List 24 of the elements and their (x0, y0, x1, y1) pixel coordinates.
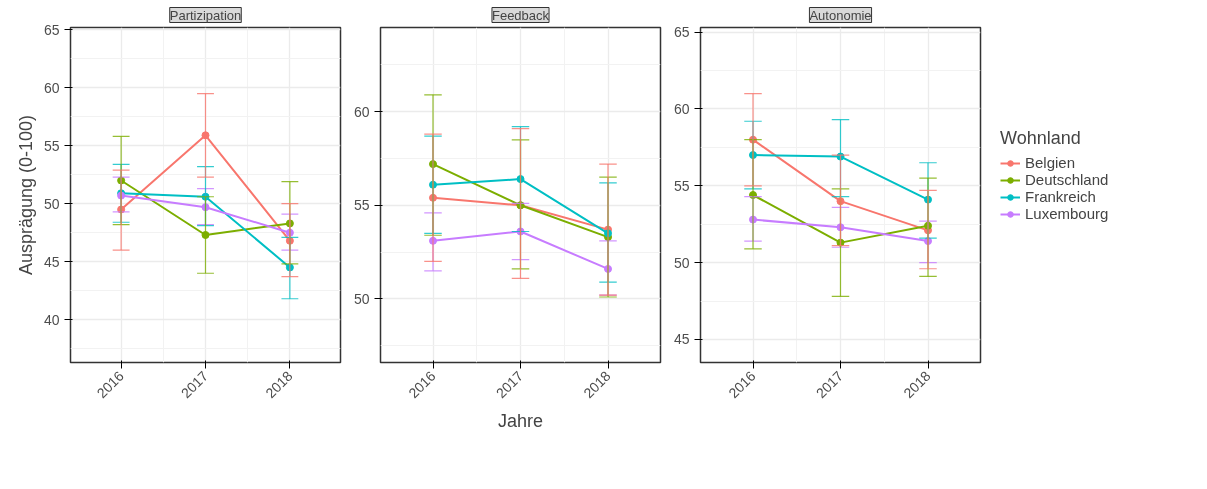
chart-title: Partizipation (169, 7, 242, 23)
y-tick-label: 65 (673, 24, 690, 41)
y-tick-label: 55 (353, 197, 370, 214)
chart-title: Autonomie (809, 7, 872, 23)
legend-label: Luxembourg (1025, 205, 1109, 222)
y-tick-label: 50 (43, 195, 60, 212)
y-tick-label: 65 (43, 21, 60, 38)
y-tick-label: 50 (353, 290, 370, 307)
chart-title: Feedback (491, 7, 550, 23)
y-tick-label: 50 (673, 254, 690, 271)
y-tick-label: 40 (43, 311, 60, 328)
y-axis-title: Ausprägung (0-100) (15, 114, 36, 276)
y-tick-label: 60 (673, 100, 690, 117)
legend-label: Frankreich (1025, 188, 1096, 205)
x-axis-title: Jahre (497, 410, 544, 431)
y-tick-label: 55 (673, 177, 690, 194)
legend-label: Belgien (1025, 154, 1076, 171)
y-tick-label: 60 (43, 79, 60, 96)
legend-label: Deutschland (1025, 171, 1109, 188)
legend-title: Wohnland (1000, 128, 1082, 149)
y-tick-label: 45 (43, 253, 60, 270)
y-tick-label: 45 (673, 331, 690, 348)
y-tick-label: 55 (43, 137, 60, 154)
y-tick-label: 60 (353, 103, 370, 120)
